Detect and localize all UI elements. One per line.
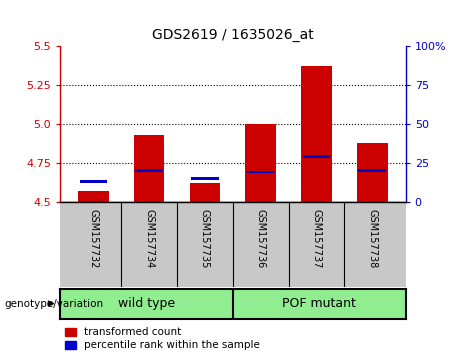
Title: GDS2619 / 1635026_at: GDS2619 / 1635026_at [152, 28, 313, 42]
Text: POF mutant: POF mutant [282, 297, 356, 310]
Bar [301, 66, 332, 202]
Bar [189, 183, 220, 202]
Bar [134, 135, 165, 202]
Bar [191, 177, 219, 180]
Bar [358, 169, 386, 172]
Bar [136, 169, 163, 172]
Bar [245, 124, 276, 202]
Bar [247, 171, 274, 173]
Bar [303, 155, 330, 158]
Legend: transformed count, percentile rank within the sample: transformed count, percentile rank withi… [65, 327, 260, 350]
Text: wild type: wild type [118, 297, 175, 310]
Text: GSM157735: GSM157735 [200, 209, 210, 268]
Text: GSM157732: GSM157732 [89, 209, 98, 268]
Text: genotype/variation: genotype/variation [5, 298, 104, 309]
Text: GSM157736: GSM157736 [256, 209, 266, 268]
Text: GSM157734: GSM157734 [144, 209, 154, 268]
Bar [357, 143, 388, 202]
Bar [80, 180, 107, 183]
Text: GSM157737: GSM157737 [312, 209, 321, 268]
Bar [78, 191, 109, 202]
Text: GSM157738: GSM157738 [367, 209, 377, 268]
